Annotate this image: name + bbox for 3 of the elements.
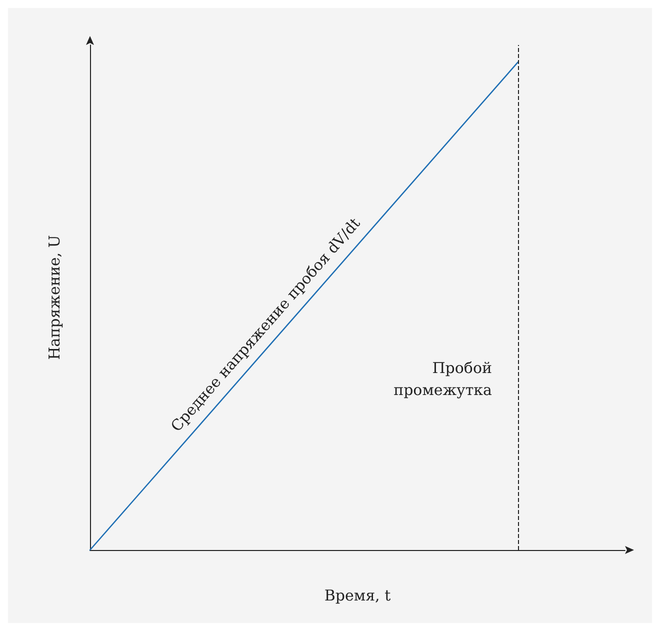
text: Пробой промежутка [394, 359, 492, 400]
x-axis-title: Время, t [324, 586, 391, 604]
y-axis-title: Напряжение, U [46, 235, 64, 360]
